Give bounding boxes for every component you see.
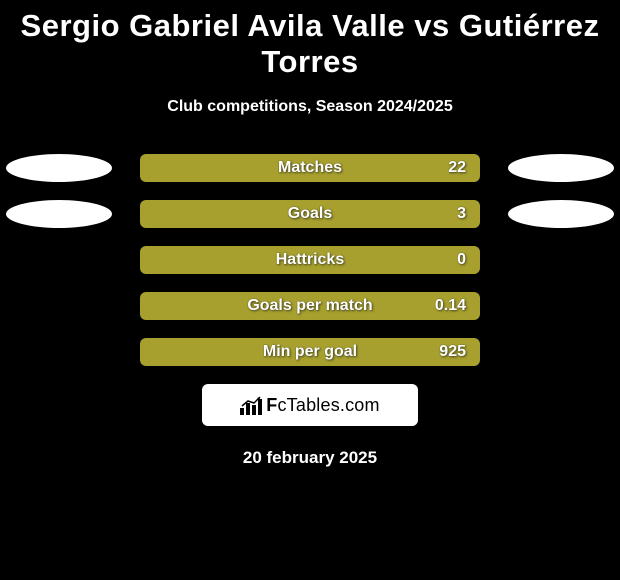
stat-value: 0.14 [435,297,466,315]
stat-bar: Min per goal925 [140,338,480,366]
stat-label: Min per goal [140,343,480,361]
stat-label: Goals [140,205,480,223]
player-right-ellipse [508,154,614,182]
stat-row: Matches22 [0,154,620,182]
footer-date: 20 february 2025 [0,448,620,468]
player-left-ellipse [6,200,112,228]
page-title: Sergio Gabriel Avila Valle vs Gutiérrez … [0,8,620,80]
stat-label: Goals per match [140,297,480,315]
stat-row: Hattricks0 [0,246,620,274]
stat-row: Goals3 [0,200,620,228]
stat-row: Min per goal925 [0,338,620,366]
stat-bar: Goals per match0.14 [140,292,480,320]
stat-value: 0 [457,251,466,269]
chart-icon [240,395,262,415]
player-right-ellipse [508,200,614,228]
stat-bar: Hattricks0 [140,246,480,274]
stat-value: 22 [448,159,466,177]
stat-label: Matches [140,159,480,177]
stat-value: 925 [439,343,466,361]
infographic-container: Sergio Gabriel Avila Valle vs Gutiérrez … [0,0,620,468]
stat-row: Goals per match0.14 [0,292,620,320]
page-subtitle: Club competitions, Season 2024/2025 [0,98,620,116]
player-left-ellipse [6,154,112,182]
stat-bar: Matches22 [140,154,480,182]
stat-bar: Goals3 [140,200,480,228]
stat-value: 3 [457,205,466,223]
logo-box: FcTables.com [202,384,418,426]
stats-rows: Matches22 Goals3 Hattricks0 Goals per match… [0,154,620,366]
logo: FcTables.com [240,395,379,416]
logo-text: FcTables.com [266,395,379,416]
stat-label: Hattricks [140,251,480,269]
